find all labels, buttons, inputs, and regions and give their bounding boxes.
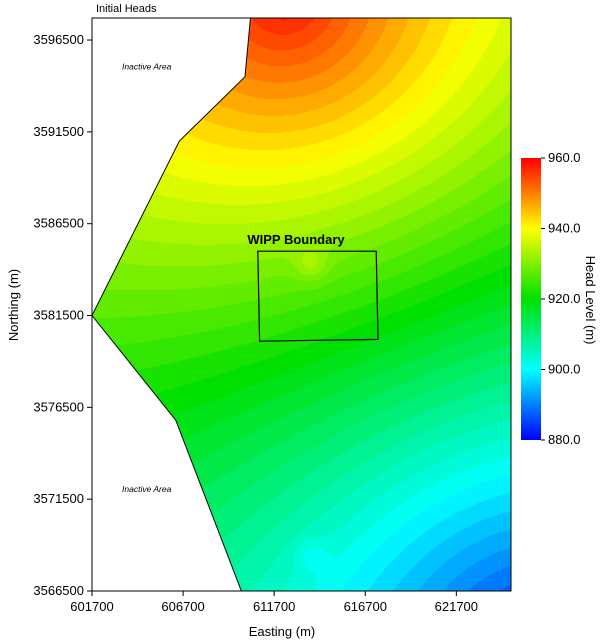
plot-frame: [91, 17, 512, 592]
y-tick-label: 3566500: [33, 583, 84, 598]
y-axis-ticks: 3566500 3571500 3576500 3581500 3586500 35915…: [33, 32, 92, 598]
x-tick-label: 611700: [253, 599, 295, 614]
annotation-inactive-area-bottom: Inactive Area: [122, 484, 172, 494]
x-tick-label: 601700: [70, 599, 113, 614]
colorbar-tick-label: 920.0: [548, 291, 581, 306]
annotation-inactive-area-top: Inactive Area: [122, 61, 172, 71]
active-region-outline: [92, 18, 511, 591]
colorbar-tick-label: 880.0: [548, 432, 581, 447]
x-tick-label: 621700: [435, 599, 478, 614]
y-tick-label: 3571500: [33, 491, 84, 506]
colorbar-tick-label: 960.0: [548, 150, 581, 165]
wipp-boundary: [257, 250, 379, 342]
chart-title: Initial Heads: [96, 3, 157, 15]
y-tick-label: 3591500: [33, 124, 84, 139]
x-tick-label: 616700: [344, 599, 387, 614]
annotation-wipp-boundary: WIPP Boundary: [247, 232, 345, 247]
head-field-image: [92, 18, 511, 591]
colorbar: [521, 158, 541, 440]
x-axis-title: Easting (m): [249, 624, 315, 639]
y-axis-title: Northing (m): [6, 269, 21, 341]
colorbar-ticks: 960.0 940.0 920.0 900.0 880.0: [541, 150, 581, 447]
colorbar-tick-label: 940.0: [548, 221, 581, 236]
colorbar-title: Head Level (m): [583, 256, 598, 345]
x-axis-ticks: 601700 606700 611700 616700 621700: [70, 591, 478, 614]
y-tick-label: 3576500: [33, 399, 84, 414]
y-tick-label: 3581500: [33, 308, 84, 323]
y-tick-label: 3586500: [33, 216, 84, 231]
colorbar-tick-label: 900.0: [548, 362, 581, 377]
x-tick-label: 606700: [161, 599, 204, 614]
y-tick-label: 3596500: [33, 32, 84, 47]
